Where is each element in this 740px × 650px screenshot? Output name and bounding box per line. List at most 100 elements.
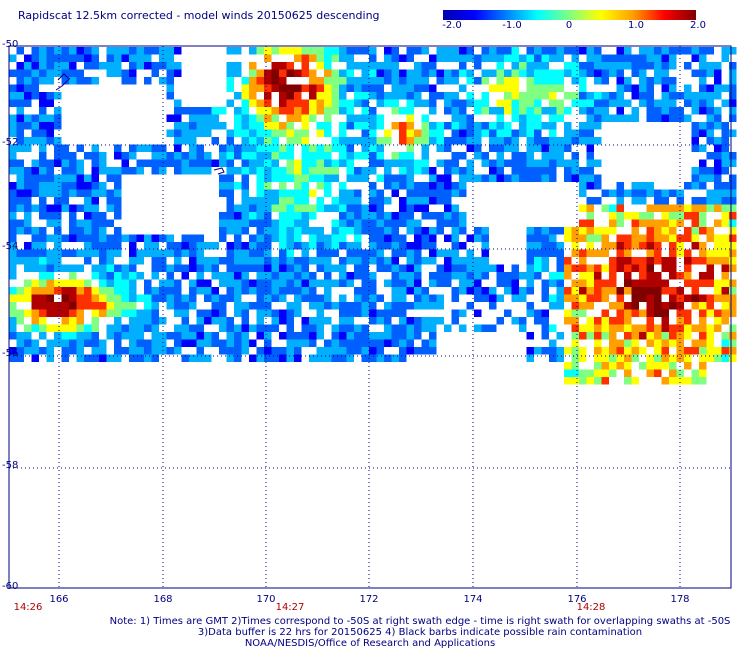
wind-cell — [16, 227, 24, 235]
wind-cell — [376, 189, 384, 197]
wind-cell — [279, 347, 287, 355]
wind-cell — [24, 69, 32, 77]
wind-cell — [324, 204, 332, 212]
wind-cell — [159, 317, 167, 325]
wind-cell — [391, 174, 399, 182]
wind-cell — [324, 99, 332, 107]
wind-cell — [31, 234, 39, 242]
wind-cell — [339, 354, 347, 362]
wind-cell — [151, 144, 159, 152]
wind-cell — [699, 144, 707, 152]
wind-cell — [151, 257, 159, 265]
wind-cell — [256, 249, 264, 257]
wind-cell — [9, 84, 17, 92]
wind-cell — [384, 212, 392, 220]
wind-cell — [661, 47, 669, 55]
wind-cell — [399, 54, 407, 62]
wind-cell — [669, 369, 677, 377]
wind-cell — [346, 69, 354, 77]
wind-cell — [451, 257, 459, 265]
wind-cell — [609, 99, 617, 107]
wind-cell — [421, 99, 429, 107]
wind-cell — [61, 309, 69, 317]
wind-cell — [241, 302, 249, 310]
wind-cell — [24, 84, 32, 92]
wind-cell — [61, 332, 69, 340]
wind-cell — [226, 144, 234, 152]
wind-cell — [339, 84, 347, 92]
wind-cell — [309, 339, 317, 347]
wind-cell — [586, 234, 594, 242]
wind-cell — [489, 144, 497, 152]
wind-cell — [466, 137, 474, 145]
wind-cell — [594, 332, 602, 340]
wind-cell — [706, 129, 714, 137]
wind-cell — [376, 99, 384, 107]
wind-cell — [556, 242, 564, 250]
wind-cell — [564, 227, 572, 235]
wind-cell — [61, 302, 69, 310]
wind-cell — [639, 77, 647, 85]
wind-cell — [339, 324, 347, 332]
wind-cell — [114, 242, 122, 250]
wind-cell — [301, 144, 309, 152]
wind-cell — [91, 354, 99, 362]
wind-cell — [211, 242, 219, 250]
wind-cell — [211, 339, 219, 347]
wind-cell — [31, 317, 39, 325]
wind-cell — [279, 122, 287, 130]
wind-cell — [549, 234, 557, 242]
wind-cell — [504, 107, 512, 115]
wind-cell — [211, 317, 219, 325]
wind-cell — [24, 242, 32, 250]
wind-cell — [631, 114, 639, 122]
wind-cell — [31, 189, 39, 197]
wind-cell — [234, 129, 242, 137]
wind-cell — [31, 84, 39, 92]
wind-cell — [504, 99, 512, 107]
wind-cell — [511, 174, 519, 182]
wind-cell — [684, 279, 692, 287]
wind-cell — [594, 92, 602, 100]
wind-cell — [46, 189, 54, 197]
wind-cell — [144, 347, 152, 355]
wind-cell — [444, 69, 452, 77]
wind-cell — [234, 249, 242, 257]
wind-cell — [16, 84, 24, 92]
wind-cell — [714, 92, 722, 100]
wind-cell — [234, 47, 242, 55]
wind-cell — [391, 77, 399, 85]
wind-cell — [586, 264, 594, 272]
wind-cell — [391, 107, 399, 115]
wind-cell — [376, 317, 384, 325]
wind-cell — [46, 62, 54, 70]
wind-cell — [181, 242, 189, 250]
wind-cell — [406, 99, 414, 107]
wind-cell — [706, 189, 714, 197]
wind-cell — [9, 114, 17, 122]
wind-cell — [136, 354, 144, 362]
wind-cell — [361, 77, 369, 85]
wind-cell — [76, 182, 84, 190]
wind-cell — [624, 279, 632, 287]
wind-cell — [271, 77, 279, 85]
wind-cell — [646, 204, 654, 212]
wind-cell — [661, 204, 669, 212]
wind-cell — [384, 137, 392, 145]
wind-cell — [219, 174, 227, 182]
wind-cell — [31, 167, 39, 175]
wind-cell — [706, 99, 714, 107]
wind-cell — [676, 242, 684, 250]
wind-cell — [676, 272, 684, 280]
wind-cell — [459, 114, 467, 122]
wind-cell — [114, 339, 122, 347]
wind-cell — [414, 242, 422, 250]
wind-cell — [586, 279, 594, 287]
wind-cell — [121, 264, 129, 272]
wind-cell — [601, 249, 609, 257]
wind-cell — [624, 354, 632, 362]
wind-cell — [189, 129, 197, 137]
wind-cell — [129, 287, 137, 295]
wind-cell — [204, 257, 212, 265]
wind-cell — [631, 279, 639, 287]
